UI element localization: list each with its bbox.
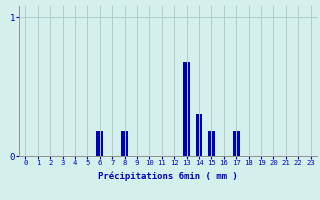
Bar <box>233 131 240 156</box>
Bar <box>96 131 103 156</box>
Bar <box>121 131 128 156</box>
Bar <box>183 62 190 156</box>
Bar <box>196 114 203 156</box>
X-axis label: Précipitations 6min ( mm ): Précipitations 6min ( mm ) <box>98 172 238 181</box>
Bar <box>208 131 215 156</box>
